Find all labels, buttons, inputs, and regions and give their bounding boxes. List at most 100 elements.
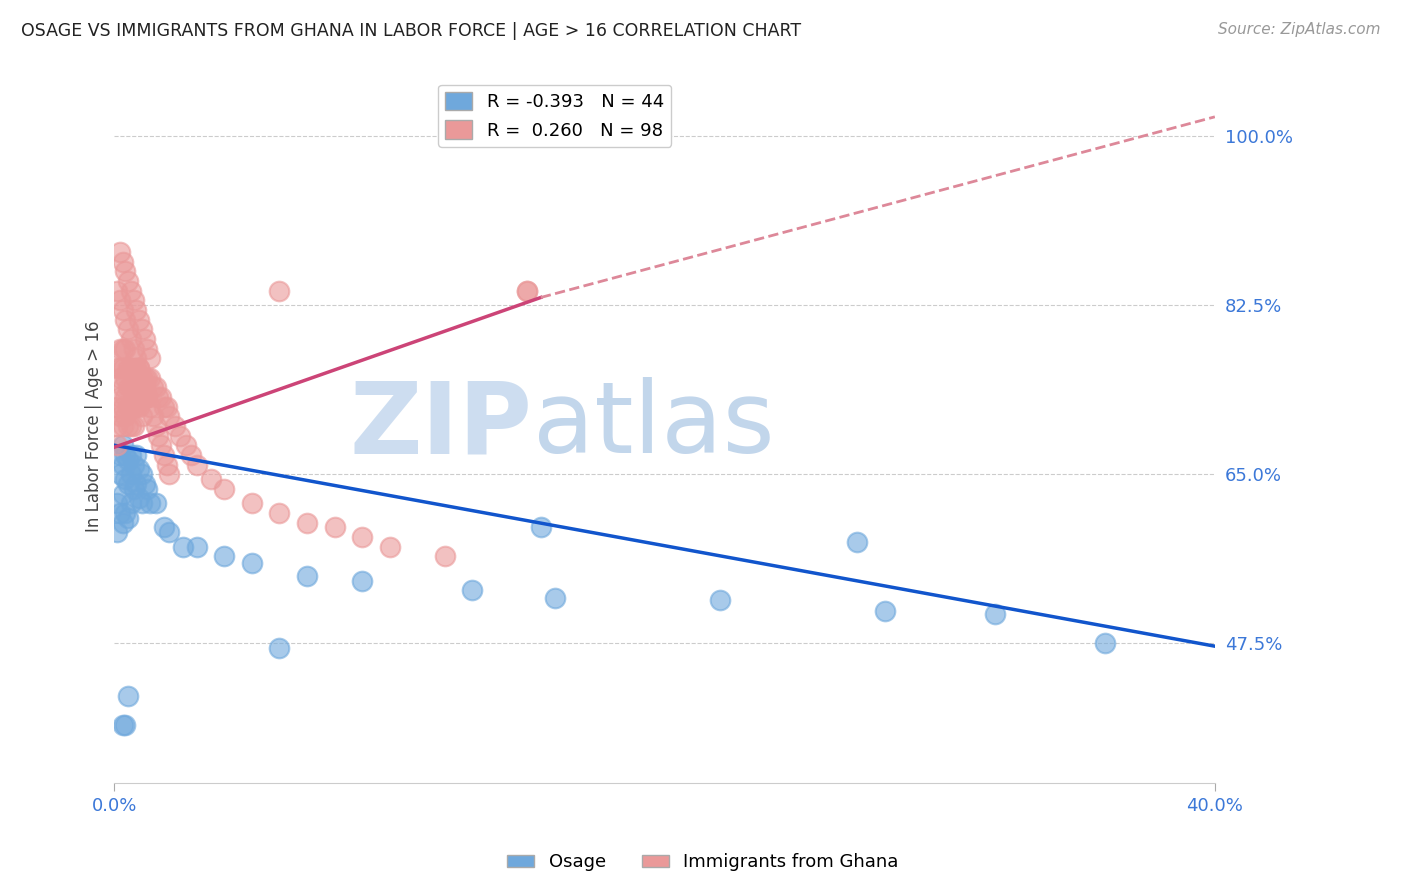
Point: [131, 322, 153, 336]
Point: [114, 718, 136, 732]
Point: [148, 390, 170, 404]
Point: [125, 351, 148, 366]
Point: [169, 428, 191, 442]
Point: [350, 530, 373, 544]
Point: [120, 284, 142, 298]
Point: [117, 476, 139, 491]
Point: [433, 549, 456, 564]
Point: [128, 491, 150, 506]
Point: [131, 409, 153, 424]
Point: [117, 419, 139, 434]
Legend: R = -0.393   N = 44, R =  0.260   N = 98: R = -0.393 N = 44, R = 0.260 N = 98: [439, 85, 671, 147]
Point: [128, 312, 150, 326]
Point: [186, 540, 208, 554]
Point: [128, 462, 150, 476]
Point: [134, 370, 156, 384]
Point: [180, 448, 202, 462]
Point: [111, 419, 134, 434]
Point: [125, 476, 148, 491]
Point: [134, 332, 156, 346]
Point: [128, 380, 150, 394]
Point: [111, 400, 134, 414]
Point: [214, 549, 236, 564]
Point: [159, 525, 181, 540]
Point: [108, 467, 131, 482]
Point: [122, 482, 145, 496]
Point: [111, 458, 134, 472]
Point: [150, 390, 173, 404]
Point: [240, 556, 263, 570]
Point: [153, 520, 176, 534]
Point: [108, 361, 131, 376]
Point: [172, 540, 194, 554]
Point: [159, 409, 181, 424]
Point: [105, 284, 128, 298]
Point: [105, 525, 128, 540]
Point: [128, 400, 150, 414]
Point: [131, 467, 153, 482]
Point: [134, 476, 156, 491]
Point: [120, 400, 142, 414]
Point: [122, 419, 145, 434]
Legend: Osage, Immigrants from Ghana: Osage, Immigrants from Ghana: [501, 847, 905, 879]
Point: [125, 380, 148, 394]
Point: [1094, 636, 1116, 650]
Point: [117, 452, 139, 467]
Point: [117, 361, 139, 376]
Point: [136, 390, 159, 404]
Text: Source: ZipAtlas.com: Source: ZipAtlas.com: [1218, 22, 1381, 37]
Point: [105, 361, 128, 376]
Point: [846, 534, 869, 549]
Point: [873, 604, 896, 618]
Point: [105, 419, 128, 434]
Point: [117, 690, 139, 704]
Point: [139, 351, 162, 366]
Point: [323, 520, 346, 534]
Point: [114, 264, 136, 278]
Point: [269, 641, 291, 656]
Point: [125, 448, 148, 462]
Point: [240, 496, 263, 510]
Text: OSAGE VS IMMIGRANTS FROM GHANA IN LABOR FORCE | AGE > 16 CORRELATION CHART: OSAGE VS IMMIGRANTS FROM GHANA IN LABOR …: [21, 22, 801, 40]
Point: [139, 496, 162, 510]
Point: [111, 342, 134, 356]
Point: [122, 361, 145, 376]
Point: [122, 293, 145, 308]
Point: [543, 591, 565, 605]
Point: [122, 400, 145, 414]
Point: [120, 332, 142, 346]
Point: [984, 607, 1007, 622]
Point: [516, 284, 538, 298]
Point: [108, 506, 131, 520]
Point: [114, 472, 136, 486]
Point: [114, 312, 136, 326]
Point: [136, 390, 159, 404]
Point: [105, 496, 128, 510]
Point: [122, 380, 145, 394]
Point: [200, 472, 222, 486]
Point: [120, 467, 142, 482]
Point: [125, 400, 148, 414]
Point: [131, 370, 153, 384]
Point: [145, 380, 167, 394]
Point: [269, 284, 291, 298]
Point: [111, 486, 134, 500]
Point: [145, 419, 167, 434]
Point: [153, 448, 176, 462]
Point: [269, 506, 291, 520]
Point: [153, 400, 176, 414]
Point: [111, 380, 134, 394]
Point: [139, 370, 162, 384]
Point: [108, 245, 131, 260]
Point: [134, 390, 156, 404]
Point: [136, 482, 159, 496]
Point: [134, 380, 156, 394]
Y-axis label: In Labor Force | Age > 16: In Labor Force | Age > 16: [86, 320, 103, 532]
Point: [120, 361, 142, 376]
Point: [125, 361, 148, 376]
Point: [108, 409, 131, 424]
Point: [117, 274, 139, 288]
Point: [174, 438, 197, 452]
Point: [117, 400, 139, 414]
Point: [295, 568, 318, 582]
